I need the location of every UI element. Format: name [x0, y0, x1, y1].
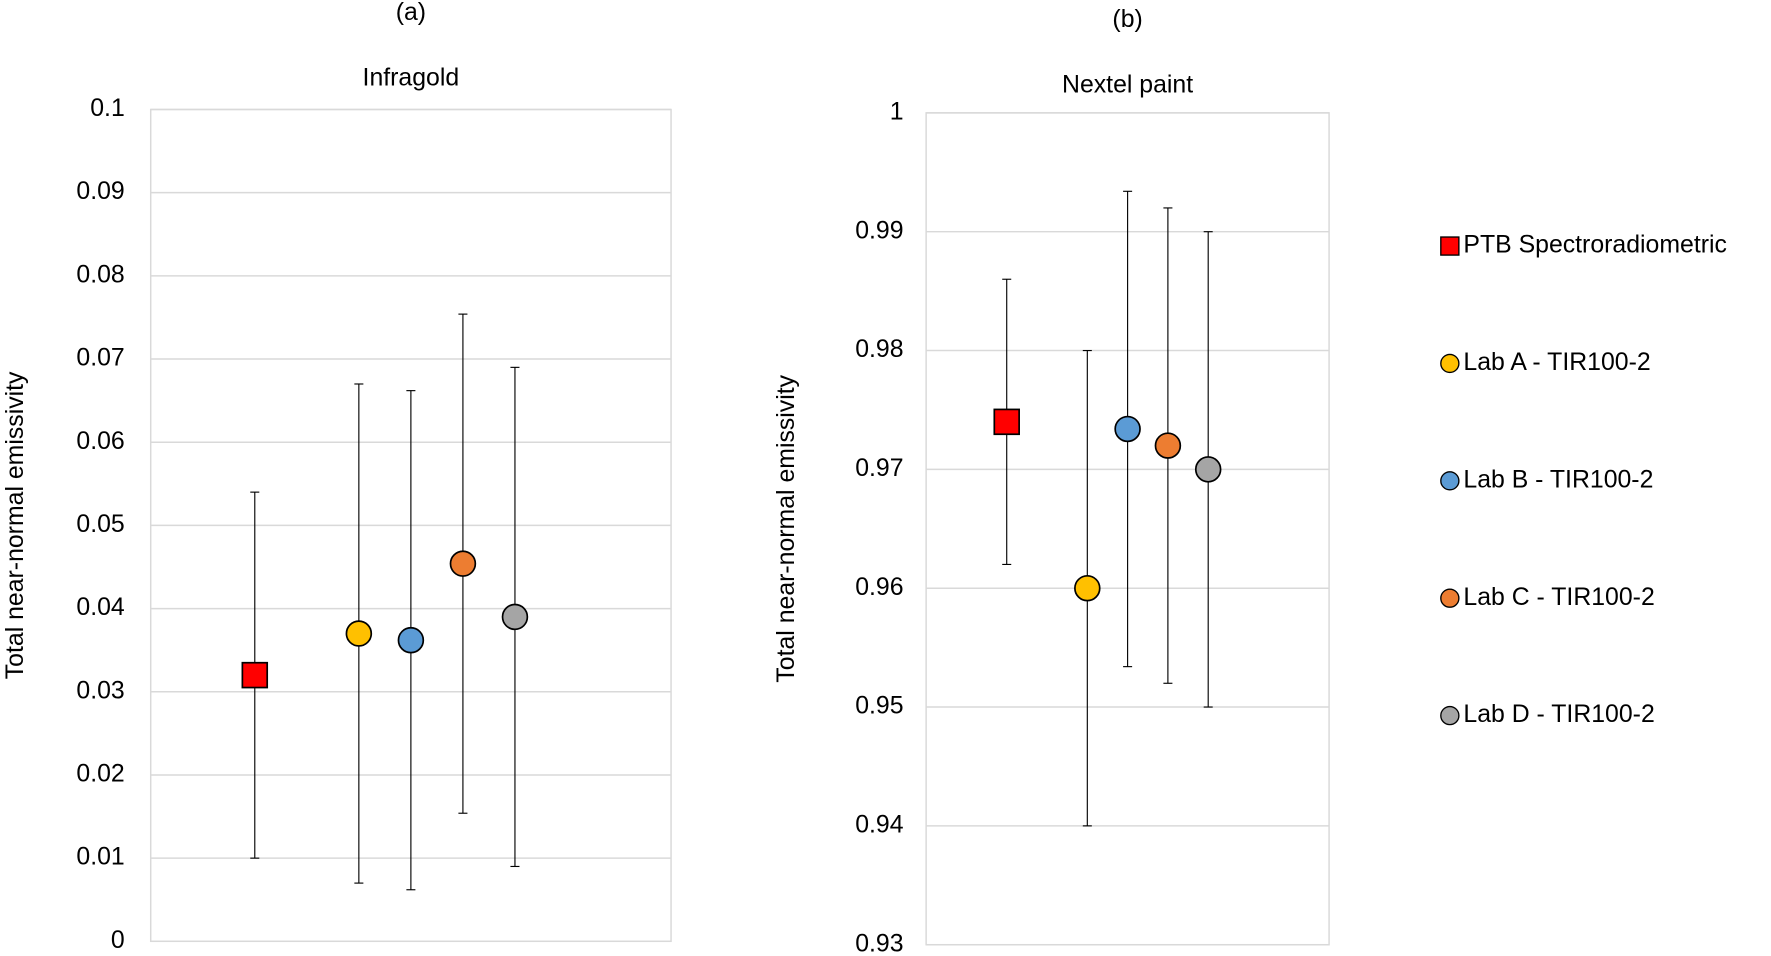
series [1114, 190, 1141, 668]
y-tick-label: 0.06 [76, 428, 124, 455]
y-tick-label: 0.95 [855, 693, 903, 720]
series [1074, 349, 1101, 827]
legend-swatch [1440, 353, 1460, 374]
series [241, 491, 269, 859]
legend-item: PTB Spectroradiometric [1440, 232, 1727, 259]
y-tick-label: 0.03 [76, 677, 124, 704]
marker [1194, 456, 1222, 483]
y-axis-label: Total near-normal emissivity [773, 374, 800, 682]
y-tick-label: 0.05 [76, 511, 124, 538]
marker [993, 408, 1020, 436]
y-tick-label: 0.98 [855, 336, 903, 363]
y-tick-label: 0.07 [76, 345, 124, 372]
series [397, 390, 425, 891]
y-tick-label: 0.08 [76, 261, 124, 288]
plot-frame [925, 112, 1330, 946]
y-tick-label: 1 [890, 98, 904, 125]
series [501, 366, 529, 868]
legend-label: Lab A - TIR100-2 [1463, 349, 1650, 376]
chart-title: Nextel paint [1062, 71, 1193, 98]
legend-item: Lab A - TIR100-2 [1440, 349, 1651, 376]
legend-label: Lab D - TIR100-2 [1463, 701, 1654, 728]
series [1154, 207, 1182, 684]
series [449, 313, 477, 814]
y-tick-label: 0 [111, 927, 125, 954]
y-tick-label: 0.1 [90, 95, 125, 122]
series [1194, 231, 1222, 708]
legend-label: PTB Spectroradiometric [1463, 232, 1727, 259]
legend-label: Lab B - TIR100-2 [1463, 466, 1653, 493]
marker [241, 661, 269, 689]
marker [501, 603, 529, 631]
legend-swatch [1440, 471, 1460, 491]
y-axis-label: Total near-normal emissivity [2, 371, 29, 679]
panel-label: (a) [396, 0, 426, 26]
marker [1074, 574, 1101, 602]
legend-item: Lab C - TIR100-2 [1440, 584, 1655, 611]
legend-label: Lab C - TIR100-2 [1463, 584, 1654, 611]
legend-swatch [1440, 705, 1460, 726]
y-tick-label: 0.97 [855, 455, 903, 482]
y-tick-label: 0.93 [855, 930, 903, 956]
plot-frame [149, 108, 672, 943]
legend-item: Lab B - TIR100-2 [1440, 466, 1653, 493]
y-tick-label: 0.99 [855, 217, 903, 244]
y-tick-label: 0.09 [76, 178, 124, 205]
marker [397, 626, 425, 654]
legend-swatch [1440, 236, 1460, 256]
y-tick-label: 0.04 [76, 594, 125, 621]
y-tick-label: 0.02 [76, 761, 124, 788]
series [345, 383, 373, 884]
marker [449, 550, 477, 577]
y-tick-label: 0.01 [76, 844, 124, 871]
legend-swatch [1440, 588, 1460, 608]
marker [345, 620, 373, 647]
chart-title: Infragold [363, 65, 460, 92]
marker [1114, 415, 1141, 443]
y-tick-label: 0.94 [855, 811, 904, 838]
marker [1154, 432, 1182, 459]
y-tick-label: 0.96 [855, 574, 903, 601]
panel-label: (b) [1112, 6, 1142, 33]
legend-item: Lab D - TIR100-2 [1440, 701, 1655, 728]
series [993, 278, 1020, 566]
